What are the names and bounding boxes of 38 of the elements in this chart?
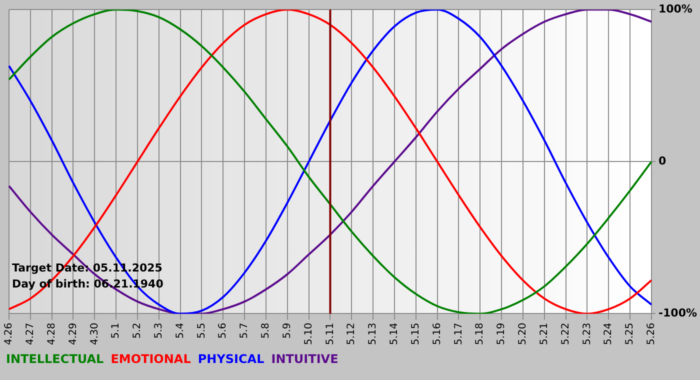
x-tick-label: 5.3 [154,322,164,339]
x-tick-label: 5.9 [282,322,293,339]
x-tick-label: 5.21 [538,322,550,345]
x-tick-label: 5.2 [132,322,144,339]
x-tick-label: 4.29 [68,322,79,345]
x-tick-label: 5.16 [432,322,443,345]
x-tick-label: 5.20 [518,322,529,345]
x-tick-label: 5.8 [260,322,272,339]
x-tick-label: 5.23 [582,322,593,345]
y-tick-label: 0 [658,154,666,168]
x-tick-label: 5.6 [218,322,229,339]
text: INTELLECTUAL [6,352,104,366]
x-tick-label: 5.24 [603,322,614,345]
x-tick-label: 5.7 [239,322,250,339]
x-tick-label: 5.19 [496,322,508,345]
x-tick-label: 4.27 [25,322,36,345]
x-tick-label: 5.5 [196,322,208,339]
x-tick-label: 5.12 [346,322,358,345]
x-tick-label: 5.26 [646,322,658,345]
x-tick-label: 5.1 [110,322,122,339]
text: INTUITIVE [271,352,338,366]
x-tick-label: 4.30 [89,322,100,345]
x-tick-label: 5.22 [560,322,572,345]
y-tick-label: -100% [658,306,698,320]
x-tick-label: 5.14 [389,322,400,345]
x-tick-label: 5.25 [624,322,636,345]
y-tick-label: 100% [658,2,692,16]
text: PHYSICAL [198,352,264,366]
x-tick-label: 5.15 [410,322,422,345]
x-tick-label: 5.11 [324,322,336,345]
x-tick-label: 5.17 [453,322,464,345]
text: EMOTIONAL [110,352,191,366]
x-tick-label: 5.4 [174,322,186,339]
x-tick-label: 5.10 [303,322,314,345]
x-tick-label: 5.13 [368,322,379,345]
x-tick-label: 5.18 [474,322,486,345]
x-tick-label: 4.28 [46,322,58,345]
x-tick-label: 4.26 [4,322,15,345]
